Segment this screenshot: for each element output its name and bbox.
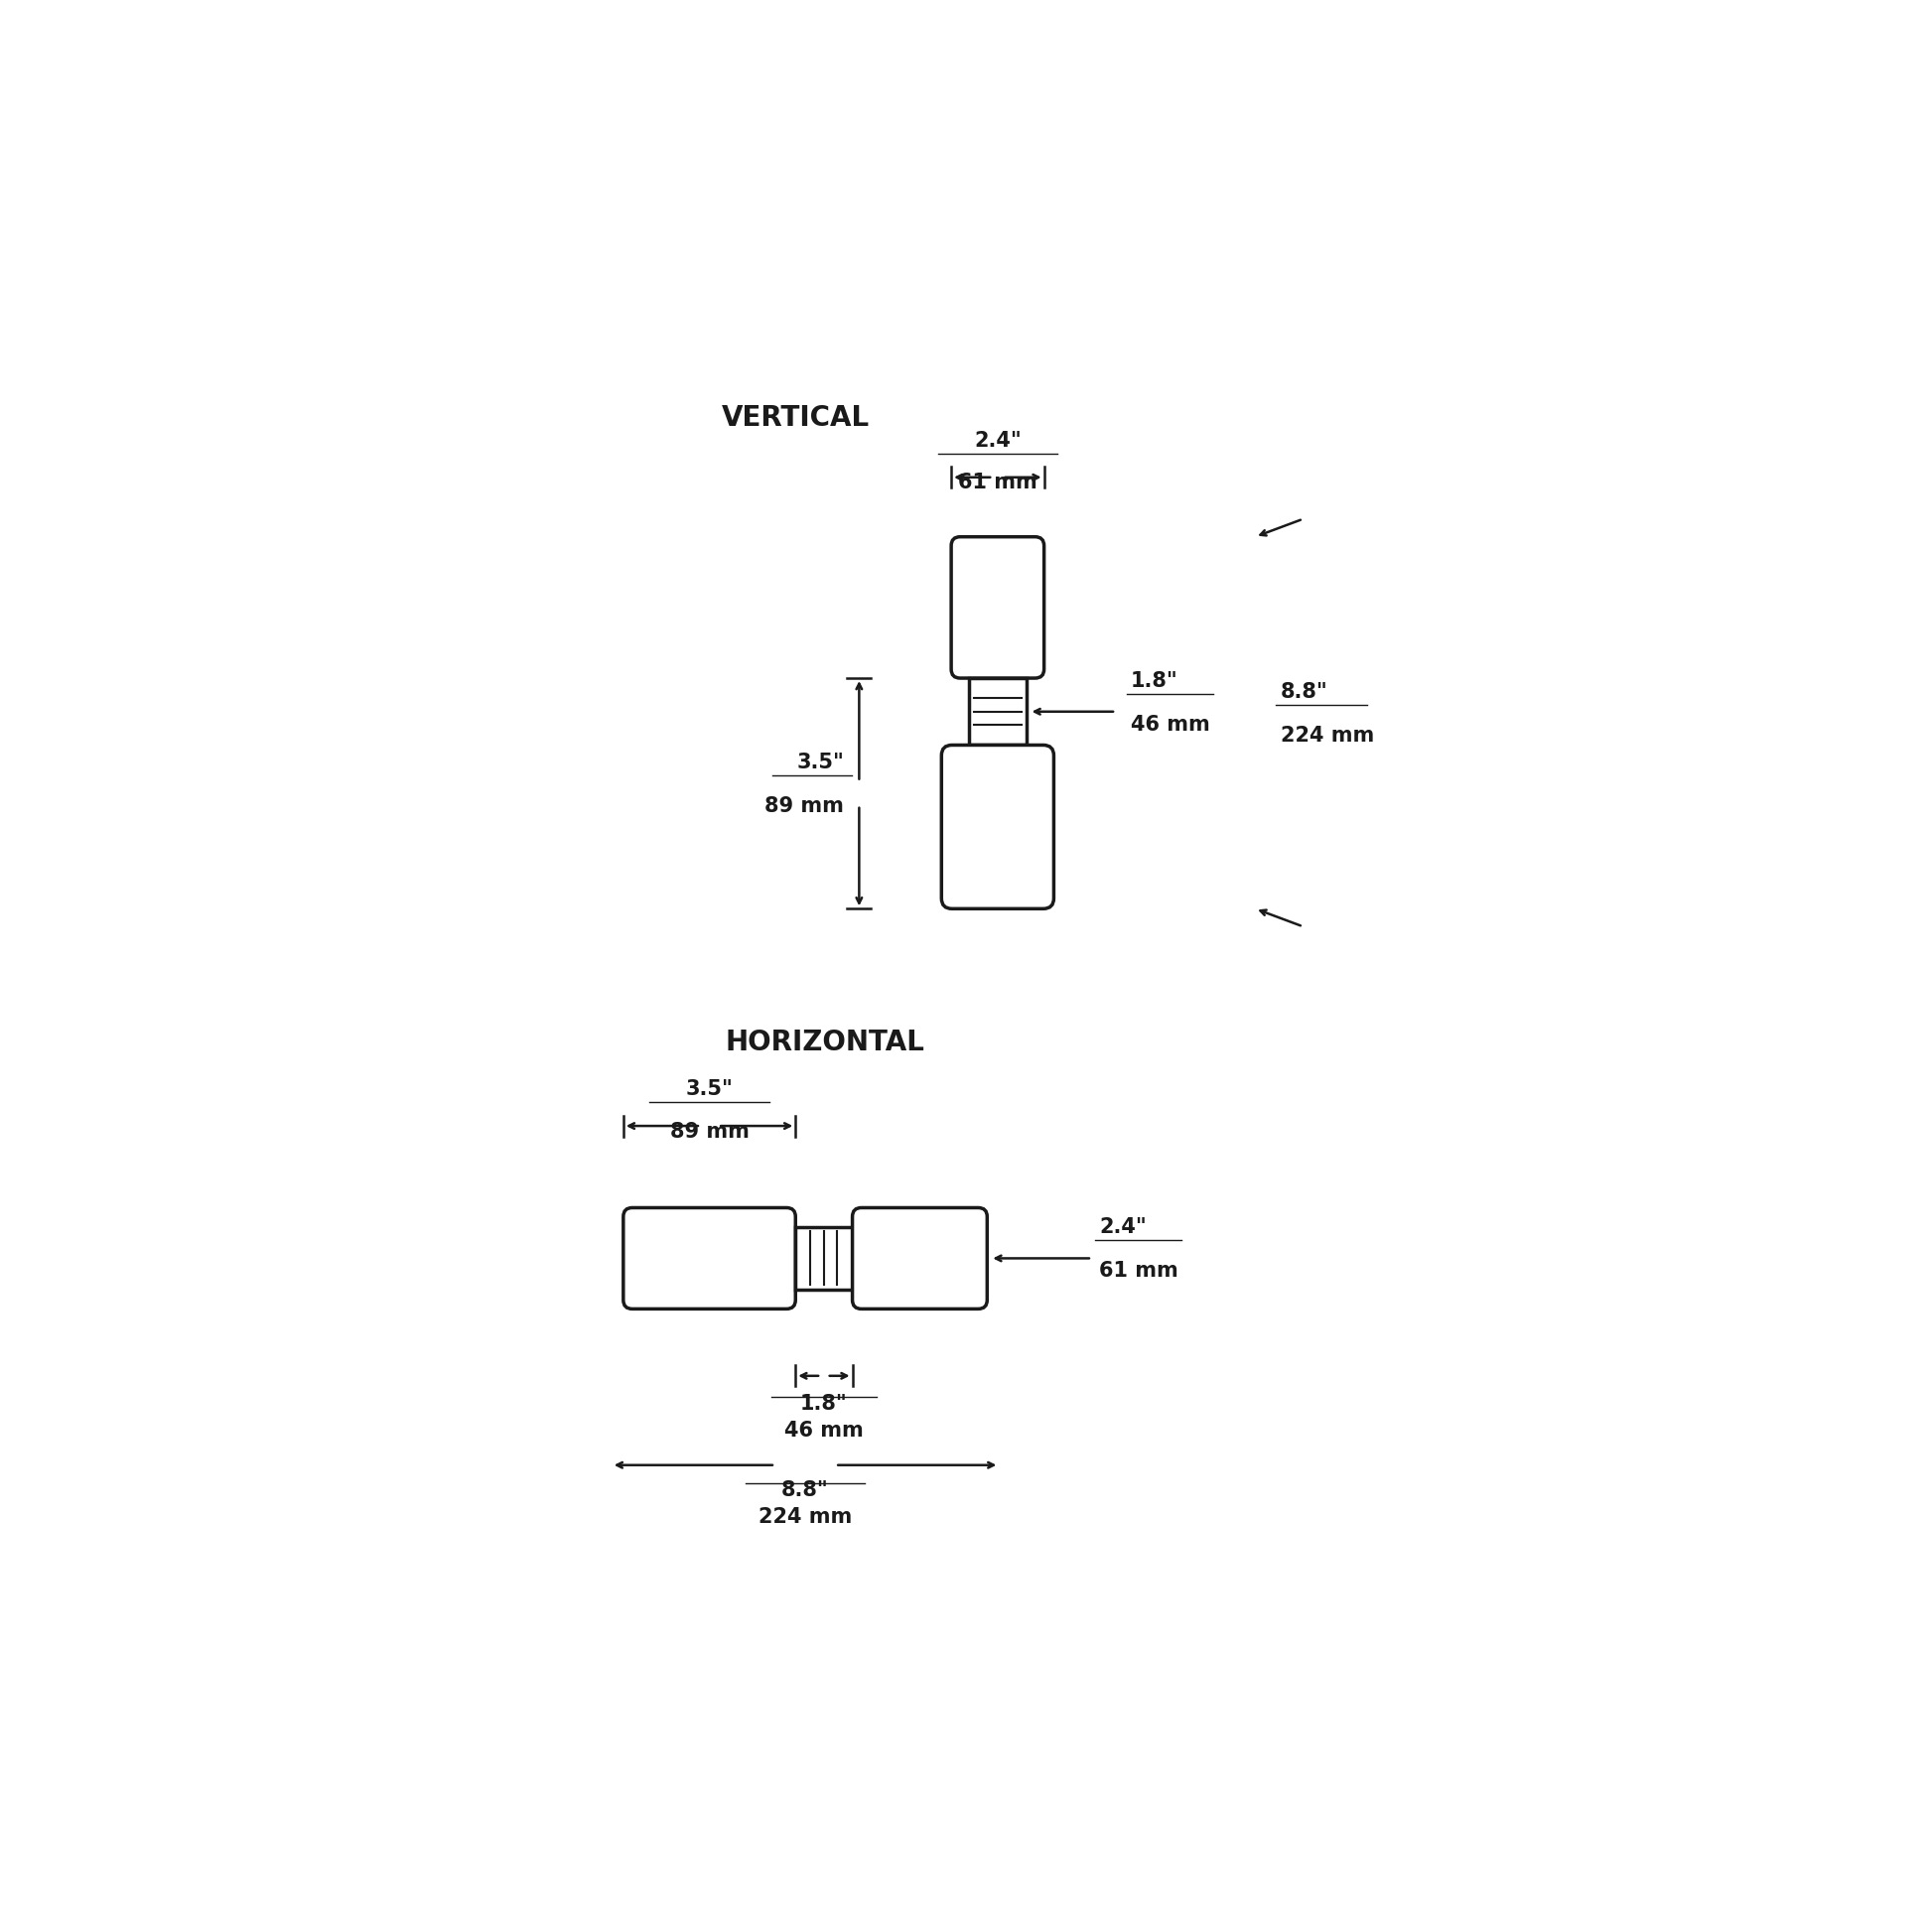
Text: 1.8": 1.8" [1130,670,1179,692]
Text: 89 mm: 89 mm [670,1121,750,1142]
Text: 46 mm: 46 mm [1130,715,1209,734]
FancyBboxPatch shape [852,1208,987,1308]
Text: 61 mm: 61 mm [958,473,1037,493]
Bar [796,1227,852,1289]
Text: 89 mm: 89 mm [765,796,844,815]
Text: HORIZONTAL: HORIZONTAL [726,1028,925,1057]
Text: 3.5": 3.5" [686,1080,732,1099]
Text: 46 mm: 46 mm [784,1420,864,1441]
Text: 8.8": 8.8" [1281,682,1327,701]
Text: 224 mm: 224 mm [759,1507,852,1526]
Text: 8.8": 8.8" [782,1480,829,1499]
Text: VERTICAL: VERTICAL [721,404,869,431]
Text: 224 mm: 224 mm [1281,726,1374,746]
Text: 3.5": 3.5" [796,753,844,773]
Text: 2.4": 2.4" [974,431,1022,450]
FancyBboxPatch shape [941,746,1053,908]
Text: 1.8": 1.8" [800,1393,848,1414]
Text: 2.4": 2.4" [1099,1217,1148,1238]
FancyBboxPatch shape [624,1208,796,1308]
Bar [970,678,1026,746]
Text: 61 mm: 61 mm [1099,1262,1179,1281]
FancyBboxPatch shape [951,537,1043,678]
